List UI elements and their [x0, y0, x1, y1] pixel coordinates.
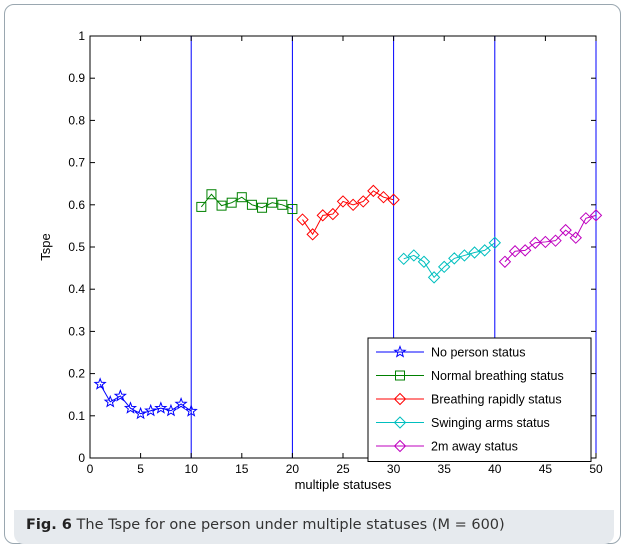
- data-point: [387, 193, 400, 206]
- legend-label: Normal breathing status: [431, 369, 564, 383]
- x-tick-label: 20: [286, 462, 300, 476]
- caption-label: Fig. 6: [26, 517, 72, 533]
- data-point: [246, 199, 257, 210]
- legend-box: [367, 337, 592, 462]
- data-point: [154, 401, 168, 414]
- data-point: [174, 397, 188, 410]
- data-point: [569, 231, 582, 244]
- data-point: [367, 184, 380, 198]
- x-tick-label: 15: [235, 462, 249, 476]
- data-point: [468, 246, 481, 259]
- data-point: [559, 223, 572, 237]
- data-point: [589, 209, 603, 222]
- data-point: [184, 404, 198, 417]
- data-point: [346, 198, 360, 212]
- caption-text: The Tspe for one person under multiple s…: [76, 517, 505, 533]
- series-4: [397, 236, 502, 284]
- data-point: [206, 189, 217, 200]
- data-point: [113, 389, 127, 402]
- y-tick-label: 1: [78, 29, 85, 43]
- data-point: [336, 195, 350, 208]
- data-point: [277, 199, 288, 210]
- data-point: [579, 212, 593, 225]
- figure-caption: Fig. 6 The Tspe for one person under mul…: [14, 510, 614, 544]
- data-point: [397, 252, 410, 266]
- y-axis-label: Tspe: [38, 233, 53, 260]
- data-point: [478, 244, 491, 257]
- data-point: [498, 255, 512, 268]
- data-point: [437, 260, 451, 274]
- data-point: [488, 236, 502, 249]
- data-point: [377, 190, 390, 204]
- legend-label: No person status: [431, 346, 526, 360]
- data-point: [93, 377, 107, 390]
- y-tick-label: 0.8: [68, 113, 85, 127]
- series-5: [498, 209, 603, 268]
- x-tick-label: 25: [336, 462, 350, 476]
- legend-label: Swinging arms status: [431, 416, 550, 430]
- x-tick-label: 30: [387, 462, 401, 476]
- data-point: [326, 207, 340, 221]
- series-line: [302, 190, 394, 236]
- data-point: [296, 213, 309, 226]
- data-point: [427, 271, 441, 284]
- data-point: [529, 236, 542, 249]
- data-point: [316, 209, 329, 222]
- data-point: [267, 197, 278, 208]
- series-3: [296, 184, 400, 241]
- data-point: [357, 195, 370, 208]
- series-line: [200, 193, 293, 210]
- data-point: [417, 255, 431, 268]
- data-point: [287, 204, 298, 215]
- data-point: [458, 249, 471, 262]
- y-tick-label: 0.2: [68, 367, 85, 381]
- legend-marker: [393, 345, 407, 358]
- data-point: [134, 406, 148, 420]
- series-1: [93, 377, 198, 420]
- data-point: [123, 401, 138, 414]
- data-point: [448, 252, 461, 265]
- data-point: [216, 200, 227, 211]
- data-point: [226, 197, 237, 208]
- y-tick-label: 0: [78, 451, 85, 465]
- legend-marker: [395, 370, 405, 381]
- x-tick-label: 50: [589, 462, 603, 476]
- x-tick-label: 5: [137, 462, 144, 476]
- data-point: [539, 235, 552, 249]
- y-tick-label: 0.5: [68, 240, 85, 254]
- legend: No person status Normal breathing status B…: [367, 337, 592, 462]
- y-tick-label: 0.3: [68, 324, 85, 338]
- legend-marker: [393, 392, 407, 406]
- data-point: [518, 244, 532, 257]
- y-tick-label: 0.1: [68, 409, 85, 423]
- data-point: [306, 228, 319, 241]
- data-point: [257, 202, 268, 213]
- legend-label: Breathing rapidly status: [431, 393, 562, 407]
- data-point: [144, 403, 158, 417]
- series-2: [196, 189, 298, 215]
- data-point: [549, 234, 562, 247]
- legend-marker: [393, 416, 407, 429]
- y-tick-label: 0.7: [68, 156, 85, 170]
- y-tick-label: 0.9: [68, 71, 85, 85]
- legend-marker: [393, 439, 407, 453]
- x-tick-label: 45: [539, 462, 553, 476]
- y-tick-label: 0.6: [68, 198, 85, 212]
- data-point: [407, 249, 421, 262]
- chart: 0 5 10 15 20 25 30 35 40 45 50 0 0.1 0.2 0.3 0.4 0.5 0.6 0…: [38, 29, 603, 492]
- data-point: [164, 403, 178, 417]
- x-tick-label: 40: [488, 462, 502, 476]
- y-tick-label: 0.4: [68, 282, 85, 296]
- legend-label: 2m away status: [431, 440, 518, 454]
- data-point: [508, 245, 522, 258]
- x-tick-label: 10: [185, 462, 199, 476]
- x-tick-label: 0: [87, 462, 94, 476]
- data-point: [236, 192, 247, 203]
- x-axis-label: multiple statuses: [295, 477, 392, 492]
- data-point: [103, 394, 117, 408]
- x-tick-label: 35: [438, 462, 452, 476]
- data-point: [196, 201, 207, 212]
